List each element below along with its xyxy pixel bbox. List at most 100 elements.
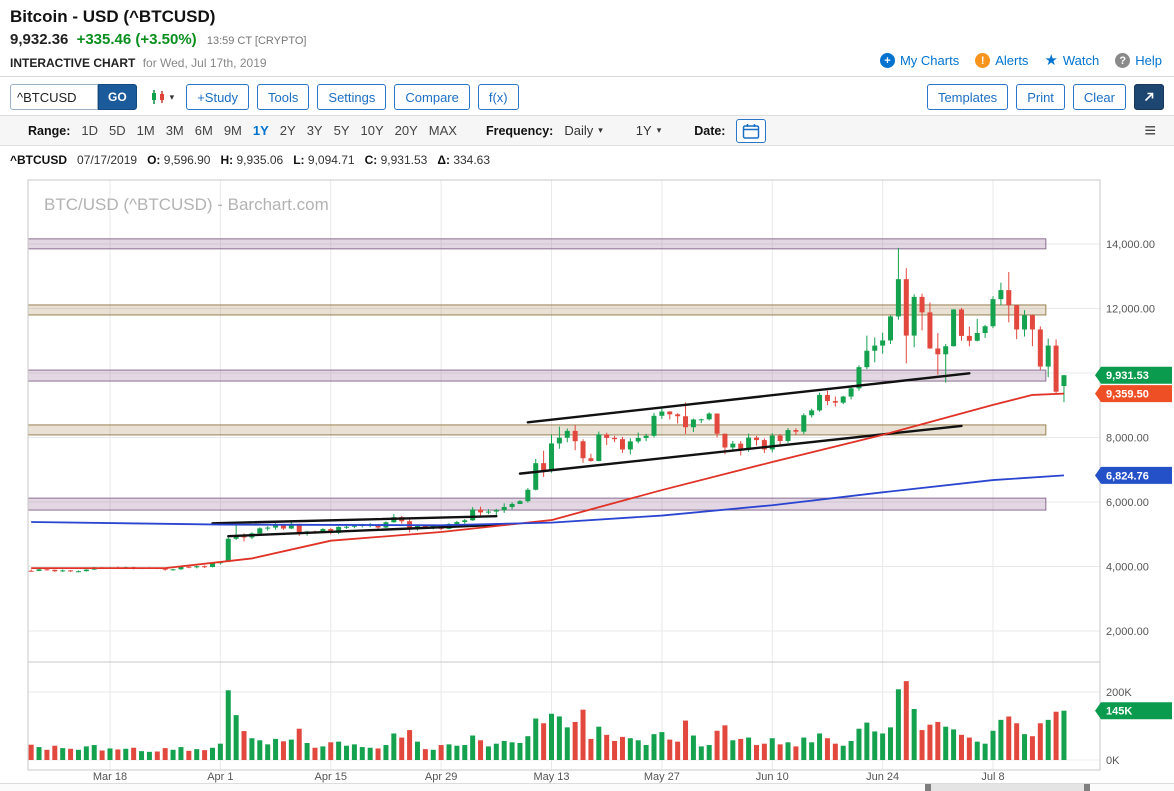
- function-button[interactable]: f(x): [477, 84, 519, 110]
- menu-icon[interactable]: ≡: [1144, 119, 1156, 142]
- info-date: 07/17/2019: [77, 153, 138, 167]
- scrollbar-handle-right[interactable]: [1084, 784, 1090, 791]
- tools-button[interactable]: Tools: [257, 84, 310, 110]
- delta-field: Δ: 334.63: [437, 153, 490, 167]
- svg-text:BTC/USD (^BTCUSD) - Barchart.c: BTC/USD (^BTCUSD) - Barchart.com: [44, 195, 329, 214]
- svg-text:200K: 200K: [1106, 687, 1132, 699]
- svg-text:Jul 8: Jul 8: [981, 771, 1004, 783]
- period-select[interactable]: 1Y ▾: [636, 123, 661, 138]
- range-option-max[interactable]: MAX: [428, 123, 457, 138]
- open-value: 9,596.90: [163, 153, 211, 167]
- expand-arrow-icon: [1144, 92, 1154, 102]
- candlestick-icon: [151, 90, 164, 104]
- frequency-value: Daily: [564, 123, 594, 138]
- svg-text:May 13: May 13: [533, 771, 569, 783]
- svg-text:Apr 1: Apr 1: [207, 771, 233, 783]
- settings-button[interactable]: Settings: [317, 84, 387, 110]
- star-icon: ★: [1044, 52, 1058, 69]
- range-option-10y[interactable]: 10Y: [360, 123, 384, 138]
- svg-text:145K: 145K: [1106, 706, 1132, 718]
- price-change: +335.46 (+3.50%): [76, 31, 197, 48]
- calendar-icon: [743, 123, 760, 139]
- chevron-down-icon: ▾: [598, 125, 603, 135]
- chart-scrollbar[interactable]: [0, 783, 1174, 791]
- ohlc-info-bar: ^BTCUSD 07/17/2019 O: 9,596.90 H: 9,935.…: [10, 153, 490, 167]
- my-charts-link[interactable]: + My Charts: [879, 53, 960, 68]
- range-option-1d[interactable]: 1D: [81, 123, 98, 138]
- help-label: Help: [1135, 53, 1162, 68]
- low-label: L:: [293, 153, 305, 167]
- compare-button[interactable]: Compare: [394, 84, 470, 110]
- range-option-5y[interactable]: 5Y: [333, 123, 350, 138]
- go-button[interactable]: GO: [98, 84, 137, 110]
- svg-text:0K: 0K: [1106, 755, 1120, 767]
- svg-text:12,000.00: 12,000.00: [1106, 304, 1155, 316]
- svg-text:6,824.76: 6,824.76: [1106, 470, 1149, 482]
- svg-text:9,359.50: 9,359.50: [1106, 389, 1149, 401]
- quote-time: 13:59 CT [CRYPTO]: [206, 35, 307, 47]
- range-option-5d[interactable]: 5D: [109, 123, 126, 138]
- close-value: 9,931.53: [380, 153, 428, 167]
- svg-text:May 27: May 27: [644, 771, 680, 783]
- svg-text:Jun 10: Jun 10: [756, 771, 789, 783]
- frequency-label: Frequency:: [485, 123, 554, 138]
- range-option-20y[interactable]: 20Y: [394, 123, 418, 138]
- svg-text:2,000.00: 2,000.00: [1106, 626, 1149, 638]
- symbol-input[interactable]: [10, 84, 98, 110]
- info-symbol: ^BTCUSD: [10, 153, 68, 167]
- alert-icon: !: [975, 53, 991, 68]
- expand-button[interactable]: [1134, 84, 1164, 110]
- close-label: C:: [364, 153, 378, 167]
- interactive-chart[interactable]: BTC/USD (^BTCUSD) - Barchart.com 14,000.0…: [0, 172, 1174, 783]
- range-option-9m[interactable]: 9M: [223, 123, 242, 138]
- range-option-1m[interactable]: 1M: [136, 123, 155, 138]
- templates-button[interactable]: Templates: [926, 84, 1009, 110]
- period-value: 1Y: [635, 123, 652, 138]
- svg-text:Mar 18: Mar 18: [93, 771, 127, 783]
- svg-text:6,000.00: 6,000.00: [1106, 497, 1149, 509]
- low-field: L: 9,094.71: [293, 153, 354, 167]
- price-chart-svg[interactable]: BTC/USD (^BTCUSD) - Barchart.com 14,000.0…: [0, 172, 1174, 783]
- low-value: 9,094.71: [307, 153, 355, 167]
- date-label: Date:: [694, 123, 726, 138]
- plus-circle-icon: +: [879, 53, 895, 68]
- svg-text:4,000.00: 4,000.00: [1106, 562, 1149, 574]
- study-button[interactable]: +Study: [186, 84, 250, 110]
- quote-line: 9,932.36 +335.46 (+3.50%) 13:59 CT [CRYP…: [10, 31, 306, 48]
- header-links: + My Charts ! Alerts ★ Watch ? Help: [879, 53, 1162, 68]
- range-toolbar: Range: 1D 5D 1M 3M 6M 9M 1Y 2Y 3Y 5Y 10Y…: [0, 115, 1174, 146]
- open-label: O:: [147, 153, 161, 167]
- range-option-1y-active[interactable]: 1Y: [252, 123, 269, 138]
- close-field: C: 9,931.53: [365, 153, 428, 167]
- toolbar-right-group: Templates Print Clear: [926, 84, 1164, 110]
- clear-button[interactable]: Clear: [1072, 84, 1126, 110]
- my-charts-label: My Charts: [899, 53, 960, 68]
- scrollbar-handle-left[interactable]: [925, 784, 931, 791]
- range-option-3y[interactable]: 3Y: [306, 123, 323, 138]
- svg-text:14,000.00: 14,000.00: [1106, 239, 1155, 251]
- symbol-search: GO: [10, 84, 137, 110]
- print-button[interactable]: Print: [1016, 84, 1065, 110]
- frequency-select[interactable]: Daily ▾: [564, 123, 602, 138]
- range-option-6m[interactable]: 6M: [194, 123, 213, 138]
- range-label: Range:: [28, 123, 71, 138]
- last-price: 9,932.36: [10, 31, 69, 48]
- alerts-link[interactable]: ! Alerts: [975, 53, 1028, 68]
- svg-text:9,931.53: 9,931.53: [1106, 370, 1149, 382]
- svg-text:Apr 29: Apr 29: [425, 771, 457, 783]
- calendar-button[interactable]: [736, 118, 767, 143]
- range-option-2y[interactable]: 2Y: [279, 123, 296, 138]
- range-option-3m[interactable]: 3M: [165, 123, 184, 138]
- delta-label: Δ:: [437, 153, 450, 167]
- page-subtitle: INTERACTIVE CHART for Wed, Jul 17th, 201…: [10, 56, 267, 70]
- watch-label: Watch: [1062, 53, 1100, 68]
- watch-link[interactable]: ★ Watch: [1044, 53, 1099, 68]
- chart-type-button[interactable]: ▾: [144, 84, 179, 110]
- alerts-label: Alerts: [995, 53, 1029, 68]
- chart-toolbar: GO ▾ +Study Tools Settings Compare f(x) …: [10, 83, 1164, 111]
- help-link[interactable]: ? Help: [1115, 53, 1162, 68]
- question-circle-icon: ?: [1115, 53, 1131, 68]
- chevron-down-icon: ▾: [169, 91, 175, 102]
- scrollbar-thumb[interactable]: [925, 784, 1090, 791]
